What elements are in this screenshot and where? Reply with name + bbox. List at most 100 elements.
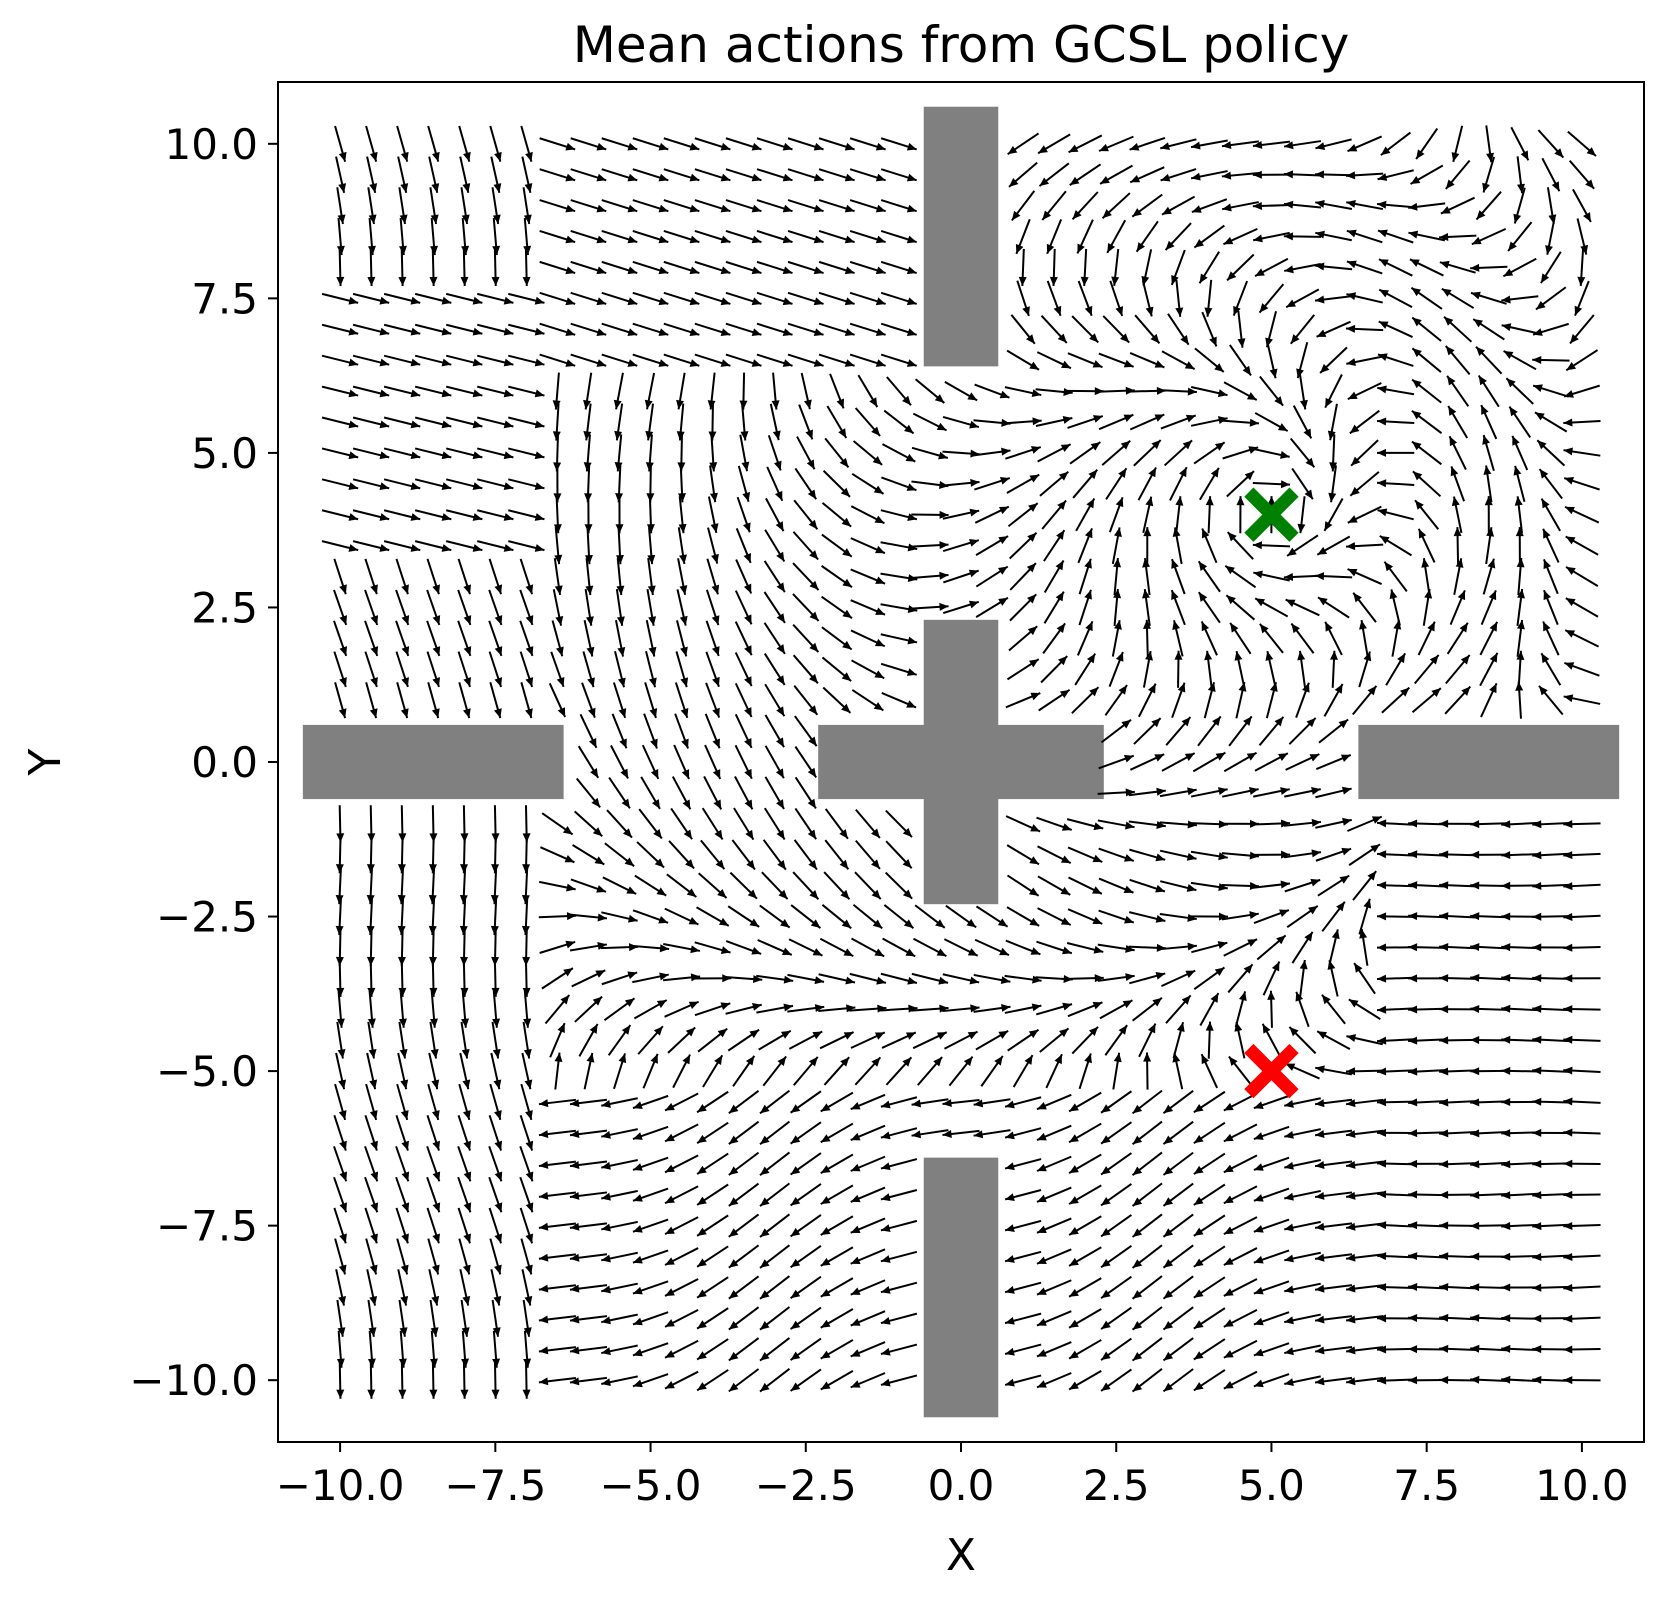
arrow-1422 — [1471, 227, 1507, 246]
arrow-1253 — [1348, 843, 1381, 866]
arrow-429 — [664, 1308, 699, 1328]
arrow-840 — [1036, 1124, 1072, 1142]
arrow-1380 — [1445, 345, 1471, 376]
arrow-704 — [849, 230, 886, 244]
arrow-1009 — [1159, 787, 1197, 798]
arrow-1298 — [1379, 535, 1413, 557]
start-marker — [1244, 1043, 1299, 1099]
arrow-852 — [1040, 655, 1068, 684]
arrow-1198 — [1314, 1284, 1353, 1293]
arrow-1486 — [1543, 589, 1559, 626]
arrow-175 — [457, 558, 472, 595]
arrow-379 — [601, 322, 638, 336]
arrow-535 — [735, 559, 753, 594]
arrow-41 — [366, 1269, 378, 1306]
arrow-92 — [397, 867, 406, 905]
arrow-341 — [570, 230, 607, 244]
arrow-33 — [336, 248, 345, 287]
arrow-532 — [734, 652, 753, 687]
arrow-1131 — [1252, 819, 1291, 828]
arrow-1259 — [1347, 568, 1383, 585]
arrow-1290 — [1376, 881, 1415, 890]
arrow-854 — [1043, 591, 1065, 624]
arrow-934 — [1113, 557, 1122, 596]
arrow-761 — [914, 378, 945, 404]
arrow-1012 — [1171, 682, 1186, 718]
arrow-1400 — [1470, 1004, 1508, 1013]
arrow-1417 — [1477, 374, 1500, 408]
arrow-209 — [489, 682, 502, 719]
arrow-1443 — [1501, 851, 1539, 860]
arrow-1054 — [1204, 650, 1213, 688]
arrow-1215 — [1315, 753, 1352, 771]
arrow-262 — [523, 217, 532, 256]
arrow-1378 — [1447, 405, 1469, 439]
arrow-203 — [491, 959, 500, 997]
arrow-1360 — [1439, 1067, 1477, 1076]
arrow-808 — [1005, 939, 1041, 956]
arrow-1068 — [1193, 224, 1225, 249]
arrow-440 — [662, 973, 701, 982]
arrow-167 — [459, 897, 468, 936]
arrow-356 — [607, 1024, 632, 1056]
arrow-604 — [787, 973, 825, 985]
arrow-1431 — [1501, 1222, 1539, 1231]
arrow-951 — [1131, 1306, 1163, 1331]
arrow-1423 — [1475, 191, 1502, 221]
arrow-1515 — [1563, 974, 1601, 983]
arrow-759 — [911, 446, 949, 460]
arrow-788 — [975, 535, 1009, 556]
arrow-1535 — [1577, 248, 1586, 287]
arrow-1058 — [1201, 528, 1218, 564]
arrow-1128 — [1253, 909, 1290, 924]
arrow-414 — [646, 496, 655, 534]
arrow-64 — [352, 478, 390, 491]
arrow-1100 — [1236, 496, 1245, 534]
arrow-1074 — [1223, 1308, 1258, 1328]
arrow-460 — [663, 353, 700, 367]
arrow-838 — [1036, 1186, 1072, 1203]
arrow-220 — [477, 354, 514, 367]
arrow-1347 — [1408, 202, 1446, 211]
arrow-287 — [551, 620, 564, 657]
arrow-43 — [364, 1207, 378, 1244]
arrow-766 — [942, 1004, 980, 1013]
arrow-1493 — [1532, 384, 1569, 398]
arrow-977 — [1142, 496, 1154, 534]
y-axis-ticks: −10.0−7.5−5.0−2.50.02.55.07.510.0 — [129, 120, 278, 1405]
arrow-754 — [911, 602, 949, 611]
arrow-105 — [383, 385, 421, 398]
arrow-253 — [508, 509, 545, 521]
arrow-48 — [366, 1052, 378, 1090]
arrow-1129 — [1252, 880, 1291, 889]
arrow-42 — [365, 1238, 378, 1275]
arrow-889 — [1071, 686, 1100, 714]
arrow-108 — [383, 292, 421, 305]
x-axis-label: X — [946, 1530, 976, 1581]
arrow-1384 — [1439, 233, 1477, 241]
arrow-475 — [696, 1152, 729, 1175]
arrow-121 — [426, 1145, 441, 1182]
arrow-454 — [677, 527, 687, 565]
arrow-806 — [1004, 1003, 1042, 1014]
arrow-24 — [321, 540, 359, 552]
arrow-555 — [759, 1213, 791, 1238]
arrow-285 — [548, 682, 566, 718]
arrow-163 — [460, 1021, 470, 1059]
arrow-901 — [1071, 315, 1099, 344]
arrow-494 — [706, 558, 720, 595]
arrow-403 — [636, 841, 665, 869]
arrow-764 — [948, 1055, 974, 1087]
arrow-1359 — [1439, 1098, 1477, 1107]
arrow-729 — [880, 633, 918, 645]
arrow-291 — [553, 496, 562, 534]
arrow-797 — [1004, 1281, 1042, 1294]
arrow-316 — [574, 995, 603, 1023]
arrow-409 — [645, 651, 657, 688]
arrow-643 — [819, 1031, 854, 1050]
arrow-158 — [457, 1176, 472, 1213]
arrow-1494 — [1532, 355, 1570, 364]
arrow-396 — [642, 1053, 659, 1089]
arrow-506 — [694, 199, 731, 213]
arrow-1170 — [1284, 878, 1321, 893]
